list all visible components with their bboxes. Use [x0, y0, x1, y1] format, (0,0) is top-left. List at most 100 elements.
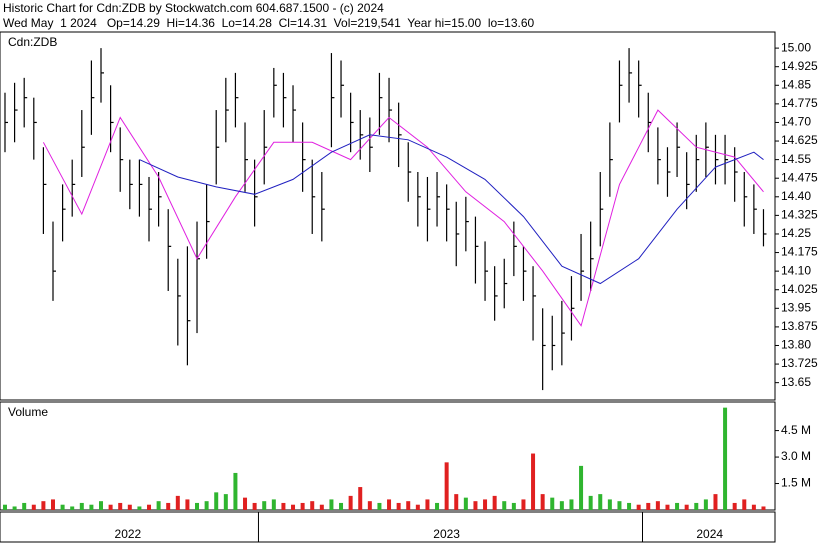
volume-bar	[60, 504, 65, 510]
volume-bar	[444, 462, 449, 510]
y-tick-label: 15.00	[781, 40, 811, 54]
volume-bar	[751, 504, 756, 510]
x-tick-label: 2024	[696, 527, 723, 541]
volume-bar	[252, 502, 257, 510]
volume-bar	[281, 502, 286, 510]
time-axis	[0, 511, 776, 543]
volume-tick-label: 1.5 M	[781, 476, 811, 490]
moving-average	[139, 134, 764, 285]
volume-bar	[521, 499, 526, 510]
volume-bar	[310, 501, 315, 510]
volume-bar	[665, 504, 670, 510]
volume-bar	[607, 499, 612, 510]
volume-bar	[99, 501, 104, 510]
volume-bar	[732, 502, 737, 510]
chart-subtitle: Wed May 1 2024 Op=14.29 Hi=14.36 Lo=14.2…	[3, 16, 535, 30]
volume-bar	[243, 497, 248, 510]
y-tick-label: 14.70	[781, 115, 811, 129]
y-tick-label: 14.925	[781, 59, 818, 73]
volume-bar	[233, 472, 238, 510]
volume-bar	[627, 502, 632, 510]
volume-bar	[339, 502, 344, 510]
y-tick-label: 13.65	[781, 375, 811, 389]
y-tick-label: 14.475	[781, 170, 818, 184]
volume-bar	[454, 494, 459, 510]
volume-bar	[713, 494, 718, 510]
volume-bar	[50, 499, 55, 510]
volume-bar	[12, 506, 17, 510]
volume-bar	[358, 487, 363, 510]
volume-tick-label: 4.5 M	[781, 423, 811, 437]
y-tick-label: 14.625	[781, 133, 818, 147]
volume-bar	[319, 504, 324, 510]
volume-bar	[723, 407, 728, 510]
volume-bar	[127, 504, 132, 510]
volume-bar	[2, 504, 7, 510]
volume-bar	[694, 502, 699, 510]
volume-bar	[425, 499, 430, 510]
volume-bar	[291, 504, 296, 510]
volume-bar	[761, 506, 766, 510]
volume-bar	[156, 501, 161, 510]
volume-bar	[89, 504, 94, 510]
volume-bar	[396, 502, 401, 510]
y-tick-label: 14.25	[781, 226, 811, 240]
volume-bar	[598, 494, 603, 510]
y-tick-label: 13.725	[781, 356, 818, 370]
volume-bar	[636, 504, 641, 510]
volume-bar	[675, 502, 680, 510]
y-tick-label: 14.175	[781, 245, 818, 259]
volume-bar	[473, 501, 478, 510]
volume-bar	[31, 504, 36, 510]
volume-bar	[108, 504, 113, 510]
volume-bar	[742, 499, 747, 510]
volume-bar	[406, 501, 411, 510]
volume-bar	[511, 502, 516, 510]
volume-bar	[118, 502, 123, 510]
x-tick-label: 2023	[433, 527, 460, 541]
volume-bar	[463, 497, 468, 510]
volume-label: Volume	[8, 405, 48, 419]
y-tick-label: 14.025	[781, 282, 818, 296]
volume-bar	[147, 504, 152, 510]
volume-bar	[175, 495, 180, 510]
y-tick-label: 14.55	[781, 152, 811, 166]
volume-bar	[684, 504, 689, 510]
y-tick-label: 14.10	[781, 263, 811, 277]
volume-bar	[588, 495, 593, 510]
volume-bar	[367, 501, 372, 510]
y-tick-label: 14.775	[781, 96, 818, 110]
volume-bar	[300, 502, 305, 510]
volume-bar	[195, 502, 200, 510]
volume-bar	[41, 501, 46, 510]
y-tick-label: 14.40	[781, 189, 811, 203]
y-tick-label: 14.85	[781, 77, 811, 91]
volume-bar	[646, 502, 651, 510]
volume-bar	[79, 502, 84, 510]
volume-bar	[271, 499, 276, 510]
volume-bar	[137, 506, 142, 510]
volume-bar	[492, 495, 497, 510]
x-tick-label: 2022	[115, 527, 142, 541]
volume-bar	[185, 499, 190, 510]
volume-bar	[262, 501, 267, 510]
volume-bar	[540, 494, 545, 510]
price-panel	[0, 31, 776, 401]
volume-bar	[703, 499, 708, 510]
volume-bar	[483, 499, 488, 510]
volume-bar	[329, 499, 334, 510]
symbol-label: Cdn:ZDB	[8, 35, 57, 49]
y-tick-label: 14.325	[781, 208, 818, 222]
volume-bar	[70, 506, 75, 510]
volume-bar	[214, 492, 219, 510]
volume-bar	[348, 495, 353, 510]
volume-bar	[377, 502, 382, 510]
volume-bar	[204, 501, 209, 510]
volume-bar	[569, 499, 574, 510]
volume-tick-label: 3.0 M	[781, 449, 811, 463]
volume-bar	[559, 501, 564, 510]
volume-bar	[435, 502, 440, 510]
volume-bar	[502, 501, 507, 510]
